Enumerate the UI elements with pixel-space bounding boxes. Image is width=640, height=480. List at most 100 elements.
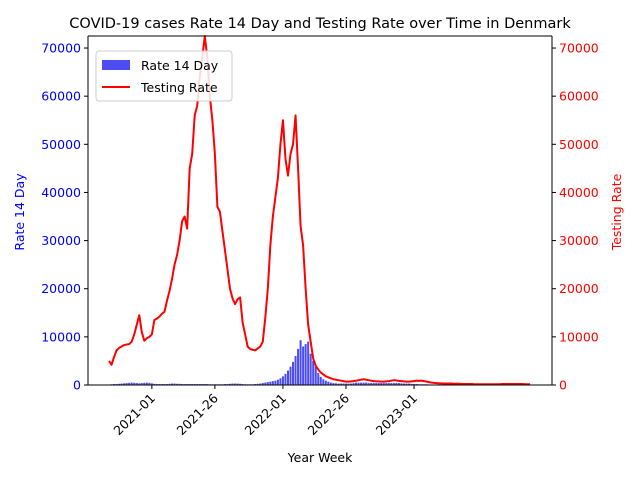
- bar: [118, 383, 121, 385]
- bar: [269, 381, 272, 385]
- right-tick-label: 30000: [559, 233, 599, 248]
- bar: [281, 376, 284, 385]
- bar: [390, 383, 393, 385]
- bar: [261, 383, 264, 385]
- bar: [286, 370, 289, 385]
- bar: [352, 383, 355, 385]
- bar: [314, 366, 317, 385]
- bar: [410, 383, 413, 385]
- bar: [231, 383, 234, 385]
- bar: [360, 382, 363, 385]
- left-y-axis: 0 10000 20000 30000 40000 50000 60000 70000: [41, 41, 88, 393]
- bar: [350, 383, 353, 385]
- bar: [307, 341, 310, 385]
- bar: [397, 383, 400, 385]
- right-y-axis-label: Testing Rate: [609, 173, 624, 251]
- right-tick-label: 50000: [559, 137, 599, 152]
- bar: [143, 382, 146, 385]
- bar: [128, 382, 131, 385]
- x-axis-label: Year Week: [287, 450, 353, 465]
- bar: [309, 353, 312, 385]
- bar: [367, 383, 370, 385]
- bar: [178, 383, 181, 385]
- legend-line-label: Testing Rate: [140, 80, 218, 95]
- bar: [279, 378, 282, 385]
- x-tick-label: 2022-01: [242, 391, 290, 439]
- bar: [342, 383, 345, 385]
- x-axis: 2021-01 2021-26 2022-01 2022-26 2023-01: [110, 385, 420, 438]
- bar: [312, 360, 315, 385]
- right-tick-label: 40000: [559, 185, 599, 200]
- bar: [395, 383, 398, 385]
- bar: [236, 383, 239, 385]
- left-tick-label: 10000: [41, 329, 81, 344]
- left-tick-label: 60000: [41, 89, 81, 104]
- left-y-axis-label: Rate 14 Day: [12, 173, 27, 251]
- bar: [120, 383, 123, 385]
- bar: [259, 383, 262, 385]
- bar: [140, 383, 143, 385]
- bar: [319, 376, 322, 385]
- bar: [332, 383, 335, 385]
- left-tick-label: 50000: [41, 137, 81, 152]
- bar: [297, 348, 300, 385]
- bar: [322, 379, 325, 385]
- bar: [357, 382, 360, 385]
- bar: [339, 383, 342, 385]
- bar: [344, 383, 347, 385]
- bar: [276, 379, 279, 385]
- bar: [173, 383, 176, 385]
- bar: [153, 383, 156, 385]
- bar: [271, 381, 274, 385]
- bar: [171, 383, 174, 385]
- bar: [327, 381, 330, 385]
- bar: [229, 383, 232, 385]
- bar: [402, 383, 405, 385]
- bar: [239, 383, 242, 385]
- legend-bar-label: Rate 14 Day: [141, 58, 219, 73]
- right-tick-label: 60000: [559, 89, 599, 104]
- left-tick-label: 20000: [41, 281, 81, 296]
- bar: [377, 383, 380, 385]
- bar: [266, 382, 269, 385]
- bar-series: [107, 340, 519, 385]
- bar: [145, 382, 148, 385]
- bar: [317, 372, 320, 385]
- bar: [302, 346, 305, 385]
- bar: [337, 383, 340, 385]
- right-tick-label: 70000: [559, 41, 599, 56]
- bar: [324, 380, 327, 385]
- bar: [284, 373, 287, 385]
- bar: [375, 383, 378, 385]
- x-tick-label: 2021-26: [173, 390, 221, 438]
- right-tick-label: 10000: [559, 329, 599, 344]
- bar: [299, 340, 302, 385]
- bar: [407, 383, 411, 385]
- bar: [382, 383, 385, 385]
- line-series: [108, 35, 530, 386]
- bar: [148, 382, 151, 385]
- bar: [372, 383, 375, 385]
- left-tick-label: 70000: [41, 41, 81, 56]
- bar: [334, 383, 337, 385]
- left-tick-label: 40000: [41, 185, 81, 200]
- axes: [87, 35, 553, 386]
- left-tick-label: 30000: [41, 233, 81, 248]
- x-tick-label: 2023-01: [373, 391, 421, 439]
- left-tick-label: 0: [73, 378, 81, 393]
- bar: [347, 383, 350, 385]
- legend: Rate 14 Day Testing Rate: [95, 50, 233, 102]
- bar: [292, 361, 295, 385]
- right-y-axis: 0 10000 20000 30000 40000 50000 60000 70000: [552, 41, 599, 393]
- right-tick-label: 0: [559, 378, 567, 393]
- bar: [304, 344, 307, 385]
- bar: [125, 383, 128, 385]
- legend-bar-swatch: [102, 60, 130, 70]
- bar: [362, 382, 365, 385]
- bar: [234, 383, 237, 385]
- right-tick-label: 20000: [559, 281, 599, 296]
- bar: [135, 383, 138, 385]
- bar: [385, 383, 388, 385]
- bar: [123, 383, 126, 385]
